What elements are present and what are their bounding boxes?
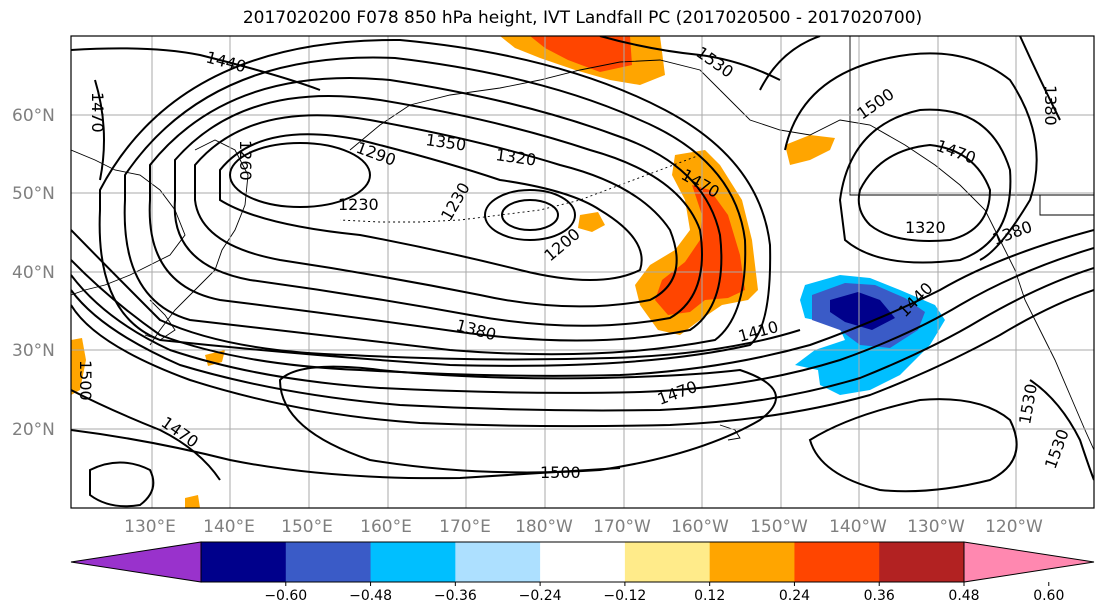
colorbar-tick-label: 0.48 bbox=[948, 588, 979, 601]
lat-axis: 60°N 50°N 40°N 30°N 20°N bbox=[12, 106, 55, 440]
colorbar-tick-label: −0.36 bbox=[434, 588, 477, 601]
lat-label: 30°N bbox=[12, 341, 55, 361]
colorbar-tick-label: −0.12 bbox=[603, 588, 646, 601]
colorbar-tick-label: 0.12 bbox=[694, 588, 725, 601]
lon-label: 170°W bbox=[593, 517, 651, 537]
colorbar-swatch bbox=[709, 542, 795, 582]
lon-label: 130°E bbox=[124, 517, 176, 537]
colorbar-tick-label: 0.60 bbox=[1033, 588, 1064, 601]
contour-label: 1320 bbox=[905, 218, 946, 237]
lon-label: 180°W bbox=[515, 517, 573, 537]
lon-label: 150°E bbox=[281, 517, 333, 537]
map-title: 2017020200 F078 850 hPa height, IVT Land… bbox=[242, 8, 923, 28]
ivt-shade-north-core bbox=[530, 36, 632, 72]
lon-label: 120°W bbox=[985, 517, 1043, 537]
asia-coast bbox=[71, 149, 186, 296]
ivt-shade-plume-core bbox=[655, 185, 745, 315]
lat-label: 40°N bbox=[12, 263, 55, 283]
lon-label: 170°E bbox=[439, 517, 491, 537]
lon-label: 160°W bbox=[671, 517, 729, 537]
ivt-shade-west bbox=[71, 338, 86, 395]
colorbar-extend-high bbox=[963, 541, 1095, 583]
arctic-coast bbox=[349, 59, 721, 151]
coastlines bbox=[71, 36, 1094, 451]
contour-label: 1500 bbox=[76, 360, 95, 401]
ivt-shade-negative-core bbox=[830, 292, 895, 330]
colorbar: −0.60 −0.48 −0.36 −0.24 −0.12 0.12 0.24 0.36 0.4… bbox=[70, 541, 1095, 601]
colorbar-tick-label: −0.24 bbox=[519, 588, 562, 601]
colorbar-swatch bbox=[201, 542, 287, 582]
lat-label: 60°N bbox=[12, 106, 55, 126]
contour-1230 bbox=[219, 133, 643, 281]
colorbar-tick-label: 0.36 bbox=[864, 588, 895, 601]
map-frame bbox=[70, 35, 1095, 509]
colorbar-outline bbox=[200, 541, 965, 583]
lon-label: 150°W bbox=[750, 517, 808, 537]
ivt-shade-small bbox=[578, 212, 605, 232]
hawaii bbox=[719, 424, 741, 441]
colorbar-swatch bbox=[285, 542, 372, 582]
height-contours bbox=[71, 36, 1094, 508]
colorbar-tick-label: 0.24 bbox=[779, 588, 810, 601]
lon-label: 160°E bbox=[360, 517, 412, 537]
colorbar-swatch bbox=[879, 542, 965, 582]
ivt-shade-gulf bbox=[785, 135, 835, 165]
contour-label: 1260 bbox=[236, 140, 255, 181]
colorbar-swatch bbox=[794, 542, 880, 582]
colorbar-swatch bbox=[370, 542, 456, 582]
colorbar-swatch bbox=[540, 542, 626, 582]
border-us bbox=[1039, 195, 1094, 216]
contour-1230-west bbox=[229, 142, 371, 208]
contour-label: 1230 bbox=[338, 195, 379, 214]
aleutians bbox=[339, 154, 701, 223]
contour-1200 bbox=[484, 189, 576, 241]
lat-label: 50°N bbox=[12, 184, 55, 204]
contour-label: 1500 bbox=[540, 463, 581, 482]
na-coast bbox=[719, 89, 1094, 451]
colorbar-extend-low bbox=[70, 541, 202, 583]
contour-label: 1470 bbox=[88, 92, 107, 133]
colorbar-swatch bbox=[455, 542, 541, 582]
ivt-shade-south bbox=[185, 495, 200, 508]
lon-label: 140°E bbox=[203, 517, 255, 537]
colorbar-swatch bbox=[624, 542, 711, 582]
border-canada bbox=[849, 36, 1094, 196]
contour-label: 1380 bbox=[1041, 85, 1060, 126]
lon-label: 130°W bbox=[907, 517, 965, 537]
lat-label: 20°N bbox=[12, 420, 55, 440]
lon-axis: 130°E 140°E 150°E 160°E 170°E 180°W 170°… bbox=[124, 517, 1043, 537]
lon-label: 140°W bbox=[829, 517, 887, 537]
colorbar-tick-label: −0.48 bbox=[349, 588, 392, 601]
colorbar-tick-label: −0.60 bbox=[264, 588, 307, 601]
